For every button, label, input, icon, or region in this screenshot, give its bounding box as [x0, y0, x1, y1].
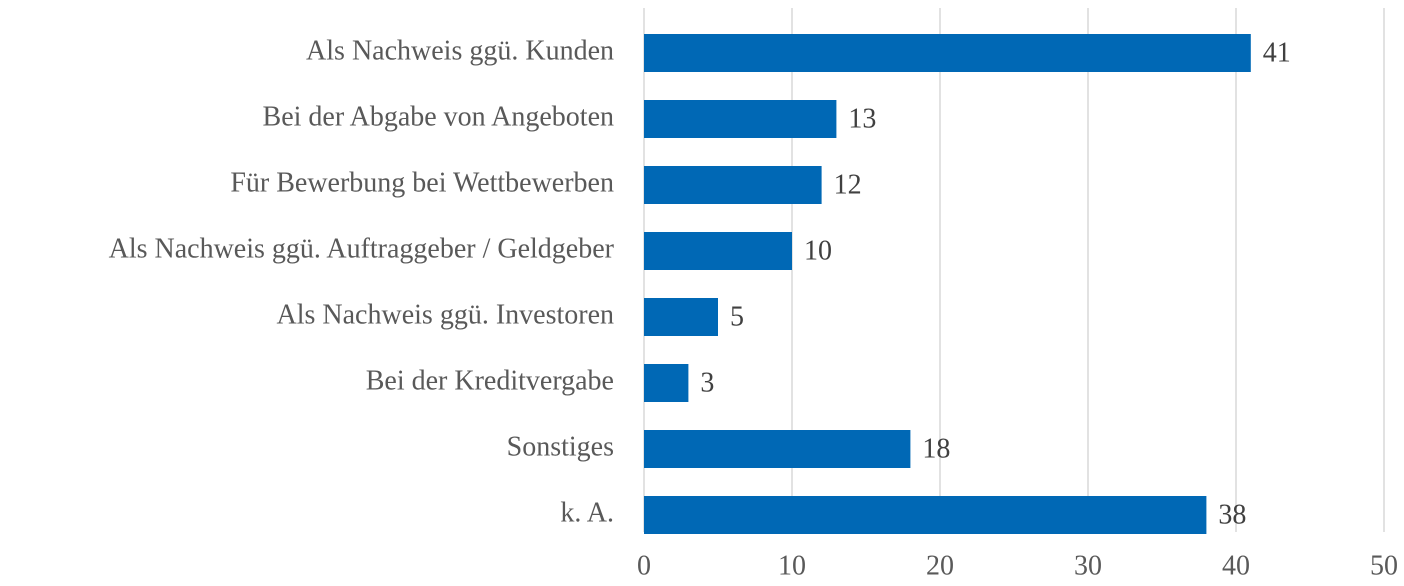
bar: [644, 298, 718, 336]
data-label: 10: [804, 235, 832, 266]
x-tick-label: 10: [778, 550, 806, 581]
data-label: 12: [834, 169, 862, 200]
y-tick-label: Für Bewerbung bei Wettbewerben: [230, 167, 614, 198]
x-tick-label: 40: [1222, 550, 1250, 581]
x-tick-label: 30: [1074, 550, 1102, 581]
y-tick-label: Als Nachweis ggü. Investoren: [277, 299, 614, 330]
bar: [644, 100, 837, 138]
y-tick-label: k. A.: [560, 497, 614, 528]
bar: [644, 496, 1207, 534]
x-tick-label: 0: [637, 550, 651, 581]
data-label: 38: [1218, 499, 1246, 530]
x-tick-label: 50: [1370, 550, 1398, 581]
y-tick-label: Sonstiges: [507, 431, 614, 462]
data-label: 18: [922, 433, 950, 464]
bar: [644, 34, 1251, 72]
bar: [644, 166, 822, 204]
bar: [644, 364, 689, 402]
bar: [644, 430, 911, 468]
bar: [644, 232, 792, 270]
x-tick-label: 20: [926, 550, 954, 581]
data-label: 41: [1263, 37, 1291, 68]
data-label: 5: [730, 301, 744, 332]
data-label: 3: [700, 367, 714, 398]
y-tick-label: Als Nachweis ggü. Kunden: [306, 35, 614, 66]
y-tick-label: Bei der Abgabe von Angeboten: [263, 101, 614, 132]
data-label: 13: [848, 103, 876, 134]
y-tick-label: Bei der Kreditvergabe: [366, 365, 614, 396]
y-tick-label: Als Nachweis ggü. Auftraggeber / Geldgeb…: [109, 233, 615, 264]
